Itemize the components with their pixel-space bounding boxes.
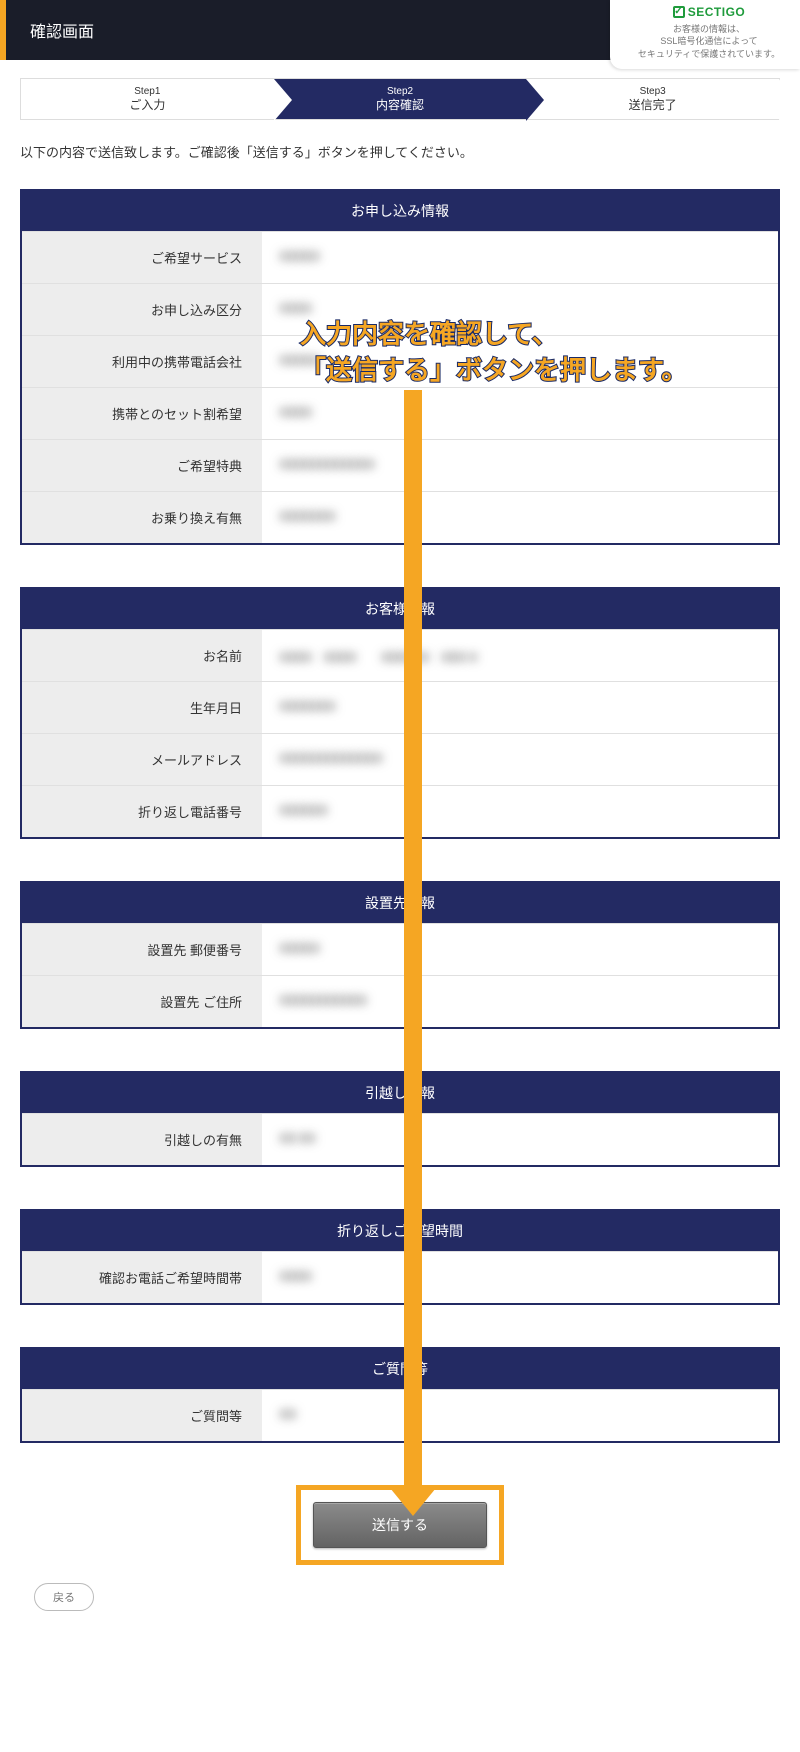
row-label: メールアドレス (22, 734, 262, 785)
sectigo-ssl-badge: ✓ SECTIGO お客様の情報は、 SSL暗号化通信によって セキュリティで保… (610, 0, 800, 69)
sectigo-logo: ✓ SECTIGO (628, 4, 790, 21)
section-3: 引越し情報引越しの有無■■ ■■ (20, 1071, 780, 1167)
row-value: ■■■■■■■■■■■■ (262, 440, 778, 491)
section-4: 折り返しご希望時間確認お電話ご希望時間帯■■■■ (20, 1209, 780, 1305)
row-label: 引越しの有無 (22, 1114, 262, 1165)
form-row: 確認お電話ご希望時間帯■■■■ (22, 1251, 778, 1303)
form-row: ご希望サービス■■■■■ (22, 231, 778, 283)
form-row: お乗り換え有無■■■■■■■ (22, 491, 778, 543)
row-value: ■■ (262, 1390, 778, 1441)
step-label: 内容確認 (274, 98, 527, 112)
step-1: Step1ご入力 (21, 79, 274, 119)
row-value: ■■■■■■■■■■■■■ (262, 734, 778, 785)
row-value: ■■■■■ (262, 924, 778, 975)
row-label: ご質問等 (22, 1390, 262, 1441)
form-row: ご希望特典■■■■■■■■■■■■ (22, 439, 778, 491)
section-5: ご質問等ご質問等■■ (20, 1347, 780, 1443)
section-title: 折り返しご希望時間 (22, 1211, 778, 1251)
row-label: ご希望サービス (22, 232, 262, 283)
form-row: 折り返し電話番号■■■■■■ (22, 785, 778, 837)
row-label: お名前 (22, 630, 262, 681)
form-row: 設置先 郵便番号■■■■■ (22, 923, 778, 975)
form-row: ご質問等■■ (22, 1389, 778, 1441)
step-number: Step2 (274, 86, 527, 98)
step-2: Step2内容確認 (274, 79, 527, 119)
row-label: 携帯とのセット割希望 (22, 388, 262, 439)
sectigo-mark-icon: ✓ (673, 6, 685, 18)
form-row: お名前■■■■ ■■■■ ■■■■■■ ■■■ ■ (22, 629, 778, 681)
row-value: ■■ ■■ (262, 1114, 778, 1165)
sectigo-line2: SSL暗号化通信によって (628, 35, 790, 48)
row-value: ■■■■■■■ (262, 682, 778, 733)
row-label: 設置先 郵便番号 (22, 924, 262, 975)
row-value: ■■■■■■■■■■■ (262, 976, 778, 1027)
row-value: ■■■■■■ (262, 786, 778, 837)
sectigo-line1: お客様の情報は、 (628, 23, 790, 36)
annotation-arrow-shaft (404, 390, 422, 1490)
section-title: 設置先情報 (22, 883, 778, 923)
form-row: 設置先 ご住所■■■■■■■■■■■ (22, 975, 778, 1027)
section-1: お客様情報お名前■■■■ ■■■■ ■■■■■■ ■■■ ■生年月日■■■■■■… (20, 587, 780, 839)
section-title: 引越し情報 (22, 1073, 778, 1113)
form-row: 引越しの有無■■ ■■ (22, 1113, 778, 1165)
section-title: ご質問等 (22, 1349, 778, 1389)
content-area: Step1ご入力Step2内容確認Step3送信完了 以下の内容で送信致します。… (0, 60, 800, 1641)
row-value: ■■■■■■■ (262, 492, 778, 543)
annotation-arrow-head-icon (390, 1488, 436, 1516)
section-2: 設置先情報設置先 郵便番号■■■■■設置先 ご住所■■■■■■■■■■■ (20, 881, 780, 1029)
row-label: 設置先 ご住所 (22, 976, 262, 1027)
row-value: ■■■■ (262, 1252, 778, 1303)
row-label: 生年月日 (22, 682, 262, 733)
annotation-callout-text: 入力内容を確認して、 「送信する」ボタンを押します。 (300, 316, 687, 389)
step-indicator: Step1ご入力Step2内容確認Step3送信完了 (20, 78, 780, 120)
row-label: 確認お電話ご希望時間帯 (22, 1252, 262, 1303)
instruction-text: 以下の内容で送信致します。ご確認後「送信する」ボタンを押してください。 (20, 142, 780, 161)
back-button[interactable]: 戻る (34, 1583, 94, 1611)
page-title: 確認画面 (30, 24, 94, 41)
row-label: お申し込み区分 (22, 284, 262, 335)
form-row: 生年月日■■■■■■■ (22, 681, 778, 733)
section-title: お客様情報 (22, 589, 778, 629)
step-number: Step3 (526, 86, 779, 98)
row-label: 利用中の携帯電話会社 (22, 336, 262, 387)
step-number: Step1 (21, 86, 274, 98)
step-3: Step3送信完了 (526, 79, 779, 119)
sectigo-line3: セキュリティで保護されています。 (628, 48, 790, 61)
form-row: 携帯とのセット割希望■■■■ (22, 387, 778, 439)
row-label: ご希望特典 (22, 440, 262, 491)
step-label: ご入力 (21, 98, 274, 112)
row-label: 折り返し電話番号 (22, 786, 262, 837)
page-header: 確認画面 ✓ SECTIGO お客様の情報は、 SSL暗号化通信によって セキュ… (0, 0, 800, 60)
row-value: ■■■■ (262, 388, 778, 439)
sectigo-logo-text: SECTIGO (688, 4, 746, 21)
form-row: メールアドレス■■■■■■■■■■■■■ (22, 733, 778, 785)
row-value: ■■■■■ (262, 232, 778, 283)
row-label: お乗り換え有無 (22, 492, 262, 543)
section-title: お申し込み情報 (22, 191, 778, 231)
row-value: ■■■■ ■■■■ ■■■■■■ ■■■ ■ (262, 630, 778, 681)
step-label: 送信完了 (526, 98, 779, 112)
